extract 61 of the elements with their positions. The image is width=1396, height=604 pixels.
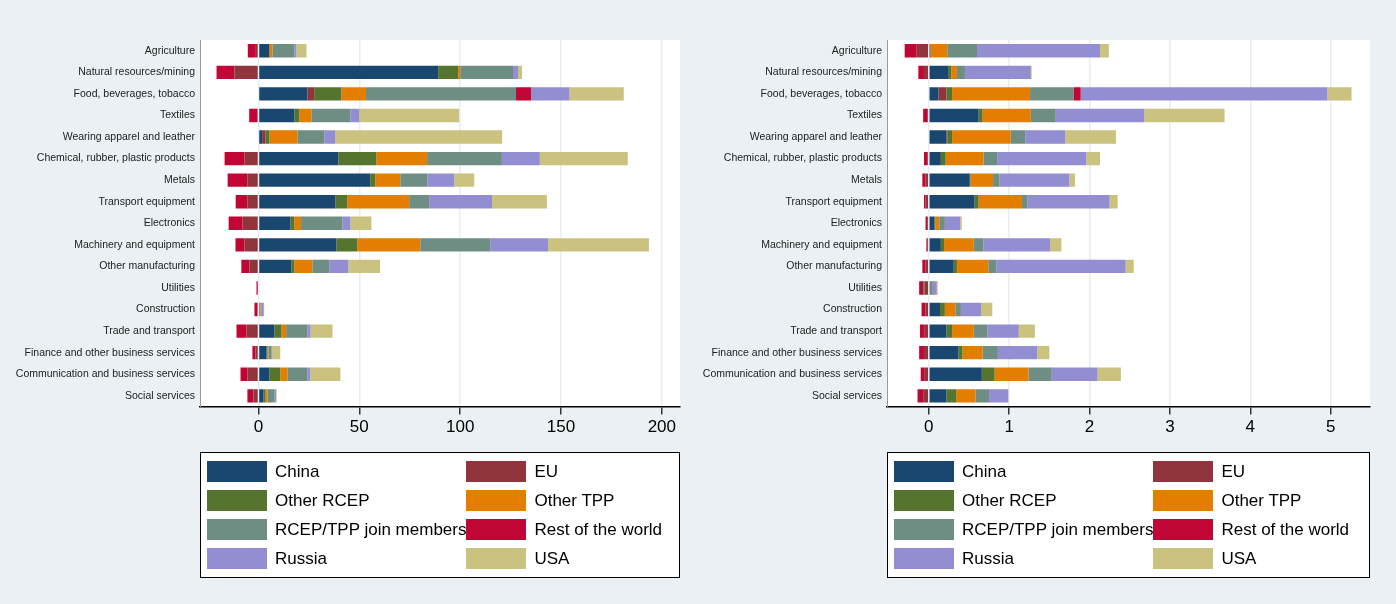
y-tick-label: Construction <box>136 302 196 315</box>
legend-label: Rest of the world <box>533 518 664 541</box>
y-tick-label: Machinery and equipment <box>761 237 883 250</box>
y-tick-label: Communication and business services <box>15 367 195 380</box>
legend-label: Other RCEP <box>274 489 371 512</box>
legend-label: EU <box>1220 460 1247 483</box>
legend-label: Rest of the world <box>1220 518 1351 541</box>
legend-label: RCEP/TPP join members <box>274 518 467 541</box>
x-tick-label: 5 <box>1325 417 1336 437</box>
y-tick-label: Transport equipment <box>98 194 196 207</box>
legend-label: USA <box>1220 547 1258 570</box>
y-tick-label: Electronics <box>143 216 195 229</box>
y-tick-label: Food, beverages, tobacco <box>760 86 883 99</box>
y-tick-label: Construction <box>823 302 883 315</box>
y-tick-label: Textiles <box>159 108 195 121</box>
y-tick-label: Trade and transport <box>103 324 196 337</box>
y-tick-label: Agriculture <box>831 43 883 56</box>
y-tick-label: Natural resources/mining <box>78 65 196 78</box>
y-tick-label: Textiles <box>846 108 882 121</box>
legend-label: Other TPP <box>533 489 616 512</box>
x-tick-label: 0 <box>253 417 264 437</box>
y-tick-label: Metals <box>164 173 195 186</box>
x-tick-label: 150 <box>546 417 576 437</box>
y-tick-label: Trade and transport <box>790 324 883 337</box>
y-tick-label: Metals <box>851 173 882 186</box>
x-tick-label: 2 <box>1084 417 1095 437</box>
y-tick-label: Other manufacturing <box>99 259 196 272</box>
legend-label: Russia <box>961 547 1015 570</box>
y-tick-label: Natural resources/mining <box>765 65 883 78</box>
x-tick-label: 200 <box>647 417 677 437</box>
y-tick-label: Utilities <box>161 280 195 293</box>
y-tick-label: Food, beverages, tobacco <box>73 86 196 99</box>
y-tick-label: Finance and other business services <box>24 345 195 358</box>
legend-label: China <box>274 460 321 483</box>
y-tick-label: Wearing apparel and leather <box>749 129 883 142</box>
legend-label: China <box>961 460 1008 483</box>
x-tick-label: 0 <box>924 417 934 437</box>
x-tick-label: 3 <box>1165 417 1175 437</box>
y-tick-label: Communication and business services <box>702 367 882 380</box>
legend-label: Russia <box>274 547 328 570</box>
legend-label: RCEP/TPP join members <box>961 518 1154 541</box>
x-tick-label: 4 <box>1245 417 1255 437</box>
legend-label: EU <box>533 460 560 483</box>
y-tick-label: Machinery and equipment <box>74 237 196 250</box>
legend-label: Other TPP <box>1220 489 1303 512</box>
y-tick-label: Transport equipment <box>785 194 883 207</box>
y-tick-label: Utilities <box>848 280 882 293</box>
y-tick-label: Other manufacturing <box>786 259 883 272</box>
y-tick-label: Agriculture <box>144 43 196 56</box>
x-tick-label: 100 <box>445 417 475 437</box>
y-tick-label: Social services <box>124 388 195 401</box>
x-tick-label: 50 <box>349 417 369 437</box>
y-tick-label: Finance and other business services <box>711 345 882 358</box>
y-tick-label: Social services <box>811 388 882 401</box>
y-tick-label: Chemical, rubber, plastic products <box>36 151 195 164</box>
legend-label: USA <box>533 547 571 570</box>
y-tick-label: Electronics <box>830 216 882 229</box>
legend-label: Other RCEP <box>961 489 1058 512</box>
x-tick-label: 1 <box>1004 417 1014 437</box>
y-tick-label: Chemical, rubber, plastic products <box>723 151 882 164</box>
y-tick-label: Wearing apparel and leather <box>62 129 196 142</box>
